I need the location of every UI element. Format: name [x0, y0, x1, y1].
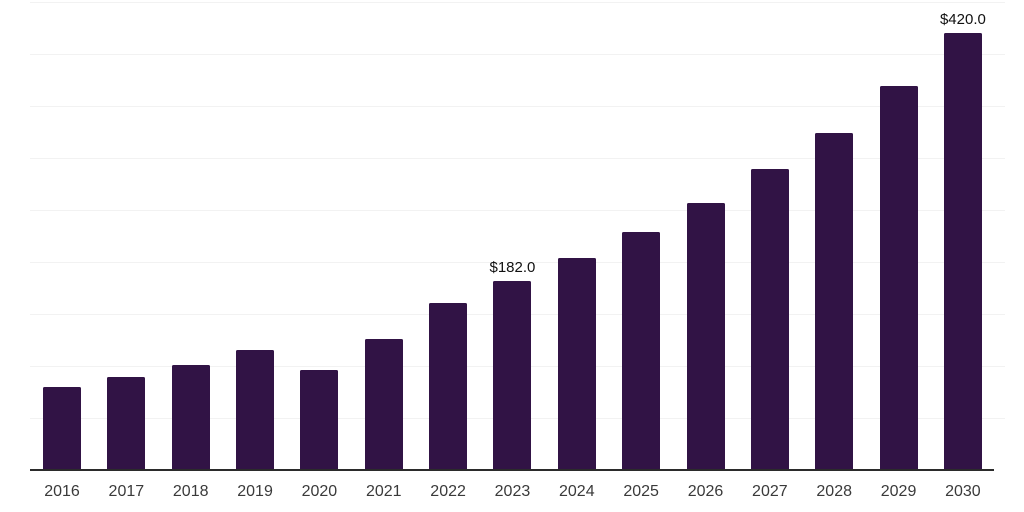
bar-value-label-2023: $182.0 — [489, 258, 536, 276]
gridline — [30, 2, 1005, 3]
bar-2024 — [557, 257, 596, 470]
bar-2025 — [622, 231, 661, 470]
gridline — [30, 210, 1005, 211]
bar-2022 — [429, 302, 468, 470]
bar-2018 — [171, 364, 210, 470]
bar-value-label-2030: $420.0 — [939, 11, 986, 29]
x-axis-line — [30, 469, 994, 471]
x-tick-label-2019: 2019 — [237, 483, 273, 500]
bar-2021 — [364, 338, 403, 470]
x-tick-label-2024: 2024 — [559, 483, 595, 500]
x-tick-label-2030: 2030 — [945, 483, 981, 500]
x-tick-label-2028: 2028 — [816, 483, 852, 500]
bar-2023 — [493, 280, 532, 470]
gridline — [30, 106, 1005, 107]
x-tick-label-2016: 2016 — [44, 483, 80, 500]
gridline — [30, 158, 1005, 159]
x-tick-label-2017: 2017 — [108, 483, 145, 500]
x-tick-label-2023: 2023 — [494, 483, 531, 500]
x-tick-label-2018: 2018 — [172, 483, 209, 500]
x-tick-label-2026: 2026 — [687, 483, 724, 500]
bar-2020 — [300, 370, 339, 470]
x-tick-label-2021: 2021 — [365, 483, 402, 500]
x-tick-label-2025: 2025 — [623, 483, 659, 500]
bar-2026 — [686, 202, 725, 470]
x-tick-label-2027: 2027 — [752, 483, 788, 500]
x-tick-label-2020: 2020 — [301, 483, 338, 500]
bar-2019 — [236, 350, 275, 470]
x-tick-label-2029: 2029 — [880, 483, 917, 500]
bar-2016 — [43, 386, 81, 470]
bar-2030 — [943, 33, 982, 470]
gridline — [30, 262, 1005, 263]
bar-2029 — [879, 86, 918, 470]
x-tick-label-2022: 2022 — [430, 483, 466, 500]
bar-2028 — [815, 133, 854, 470]
bar-2017 — [107, 377, 146, 470]
bar-2027 — [750, 169, 789, 470]
gridline — [30, 54, 1005, 55]
